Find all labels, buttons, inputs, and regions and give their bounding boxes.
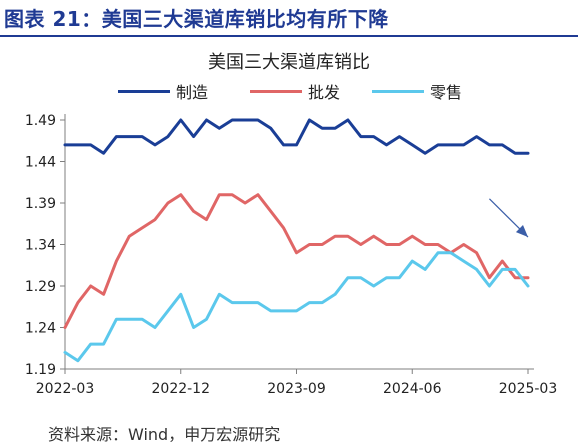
legend-swatch-wholesale <box>250 90 302 93</box>
x-tick-label: 2024-06 <box>383 381 442 397</box>
legend-label-manufacturing: 制造 <box>176 83 209 102</box>
x-tick-label: 2022-03 <box>36 381 95 397</box>
y-tick-label: 1.44 <box>25 155 56 171</box>
y-tick-label: 1.29 <box>25 279 56 295</box>
series-retail <box>63 251 530 363</box>
series-line-retail <box>63 251 530 363</box>
x-tick-label: 2022-12 <box>152 381 211 397</box>
series-manufacturing <box>63 118 530 155</box>
y-tick-label: 1.24 <box>25 321 56 337</box>
y-tick-label: 1.39 <box>25 196 56 212</box>
y-tick-label: 1.34 <box>25 238 56 254</box>
chart-title: 美国三大渠道库销比 <box>208 52 370 73</box>
legend-label-retail: 零售 <box>430 83 463 102</box>
y-tick-label: 1.19 <box>25 362 56 378</box>
title-divider <box>0 35 578 37</box>
series-line-manufacturing <box>63 118 530 155</box>
y-tick-label: 1.49 <box>25 113 56 129</box>
legend-swatch-retail <box>372 90 424 93</box>
source-note: 资料来源：Wind，申万宏源研究 <box>48 425 281 444</box>
x-tick-label: 2025-03 <box>499 381 558 397</box>
x-tick-label: 2023-09 <box>267 381 326 397</box>
legend-label-wholesale: 批发 <box>308 83 341 102</box>
series-wholesale <box>63 193 530 329</box>
series-line-wholesale <box>63 193 530 329</box>
chart-legend: 制造 批发 零售 <box>118 80 538 102</box>
figure-title: 图表 21：美国三大渠道库销比均有所下降 <box>4 7 389 31</box>
legend-swatch-manufacturing <box>118 90 170 93</box>
trend-arrow-head <box>515 225 528 238</box>
figure-header: 图表 21：美国三大渠道库销比均有所下降 <box>0 0 578 40</box>
